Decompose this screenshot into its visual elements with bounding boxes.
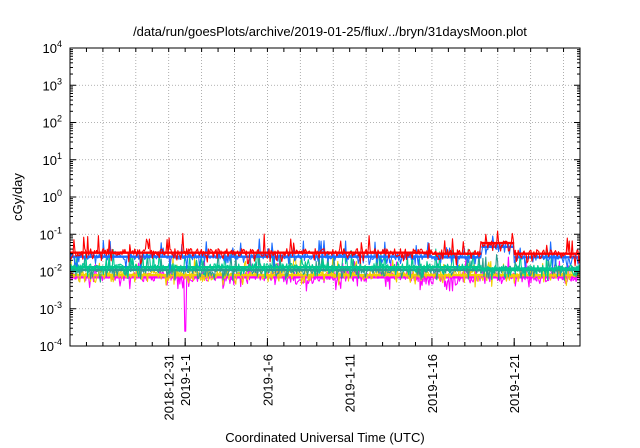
y-tick-label: 10-4 [40, 337, 62, 354]
y-tick-label: 102 [43, 114, 62, 131]
y-tick-label: 10-1 [40, 225, 62, 242]
x-tick-label: 2019-1-1 [178, 354, 193, 406]
series-line [69, 230, 581, 267]
series-line [69, 248, 581, 281]
x-axis: 2018-12-31 2019-1-1 2019-1-6 2019-1-11 2019-… [85, 48, 565, 421]
x-tick-label: 2019-1-21 [507, 354, 522, 413]
y-tick-label: 101 [43, 151, 62, 168]
y-tick-label: 103 [43, 76, 62, 93]
y-tick-label: 104 [43, 39, 62, 56]
y-axis-label: cGy/day [10, 173, 25, 221]
series-layer [69, 230, 581, 332]
x-axis-label: Coordinated Universal Time (UTC) [225, 430, 424, 445]
series-line [69, 251, 581, 283]
y-tick-label: 100 [43, 188, 62, 205]
series-3 [69, 251, 581, 283]
y-tick-label: 10-2 [40, 263, 62, 280]
grid [70, 48, 580, 346]
x-tick-label: 2019-1-16 [425, 354, 440, 413]
chart-title: /data/run/goesPlots/archive/2019-01-25/f… [133, 24, 527, 39]
x-tick-label: 2019-1-6 [260, 354, 275, 406]
y-tick-label: 10-3 [40, 300, 62, 317]
x-tick-label: 2018-12-31 [162, 354, 177, 421]
series-0 [69, 230, 581, 267]
x-tick-label: 2019-1-11 [343, 354, 358, 412]
series-2 [69, 248, 581, 281]
y-axis: 10-4 10-3 10-2 10-1 100 101 102 103 104 [40, 39, 580, 354]
